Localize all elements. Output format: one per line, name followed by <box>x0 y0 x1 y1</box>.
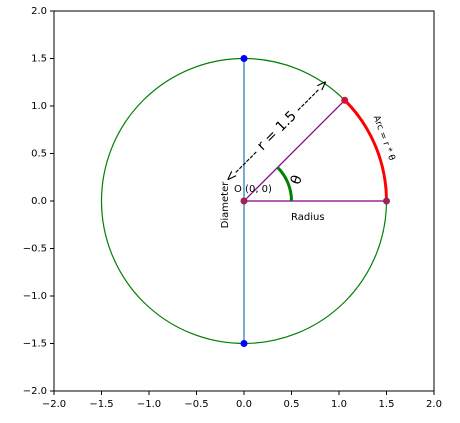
point <box>383 197 390 205</box>
y-tick-label: −1.0 <box>23 291 47 302</box>
x-tick-label: 0.0 <box>236 399 252 410</box>
y-tick-label: −2.0 <box>23 386 47 397</box>
y-tick-label: 2.0 <box>31 6 47 17</box>
y-tick-label: 0.0 <box>31 196 47 207</box>
point <box>240 197 248 205</box>
x-tick-label: 0.5 <box>284 399 300 410</box>
x-tick-label: 1.0 <box>331 399 347 410</box>
point <box>341 96 349 104</box>
point <box>240 55 248 62</box>
point <box>240 340 248 347</box>
y-tick-label: −1.5 <box>23 339 47 350</box>
radius-label: Radius <box>291 212 325 223</box>
x-tick-label: 2.0 <box>426 399 442 410</box>
theta-arc <box>276 166 293 202</box>
x-tick-label: −0.5 <box>184 399 208 410</box>
arc <box>343 99 388 202</box>
y-tick-label: 0.5 <box>31 149 47 160</box>
x-tick-label: −1.0 <box>137 399 161 410</box>
x-tick-label: −1.5 <box>89 399 113 410</box>
diameter-label: Diameter <box>220 181 231 229</box>
origin-label: O (0, 0) <box>234 184 272 195</box>
theta-label: θ <box>288 173 306 187</box>
r-label: <------ r = 1.5 ------> <box>221 75 332 186</box>
angle-line <box>243 99 346 202</box>
arc-label: Arc = r * θ <box>371 114 397 162</box>
y-tick-label: −0.5 <box>23 244 47 255</box>
x-tick-label: 1.5 <box>379 399 395 410</box>
y-tick-label: 1.0 <box>31 101 47 112</box>
x-tick-label: −2.0 <box>42 399 66 410</box>
y-tick-label: 1.5 <box>31 54 47 65</box>
